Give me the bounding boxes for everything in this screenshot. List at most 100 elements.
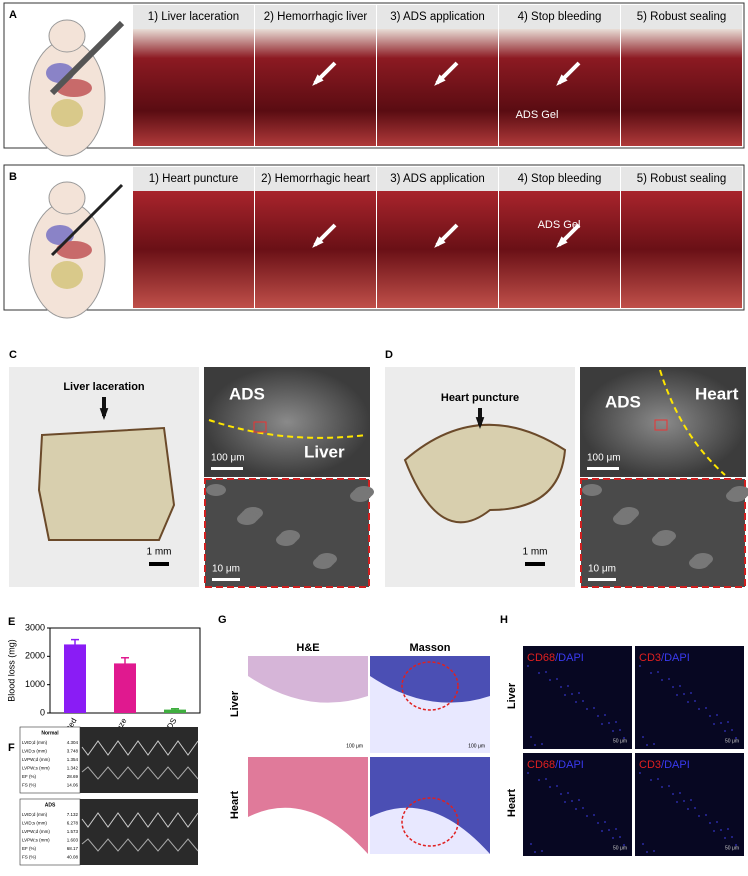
nucleus [593, 707, 595, 709]
row-label: Liver [506, 682, 518, 709]
nucleus [661, 786, 663, 788]
nucleus [601, 830, 603, 832]
nucleus [709, 822, 711, 824]
nucleus [527, 665, 529, 667]
nucleus [676, 694, 678, 696]
stain-label: /DAPI [555, 652, 584, 664]
texture [582, 484, 602, 496]
sem-label: Heart [695, 384, 739, 403]
nucleus [582, 807, 584, 809]
organ [56, 241, 92, 259]
step-photo [377, 191, 498, 308]
panel-letter: B [9, 171, 17, 183]
step-header [499, 5, 620, 29]
step-label: 3) ADS application [390, 173, 485, 185]
step-header [255, 167, 376, 191]
nucleus [623, 844, 625, 846]
histology-texture [370, 656, 490, 703]
nucleus [716, 821, 718, 823]
nucleus [619, 836, 621, 838]
echo-trace [81, 838, 199, 852]
mouse-head [48, 19, 86, 53]
step-photo [499, 29, 620, 146]
scale-label: 10 μm [212, 564, 240, 575]
nucleus [639, 665, 641, 667]
nucleus [597, 822, 599, 824]
nucleus [556, 785, 558, 787]
nucleus [615, 721, 617, 723]
row-label: LVPW;s (mm) [22, 838, 50, 843]
step-photo [255, 29, 376, 146]
panel-letter: E [8, 616, 15, 628]
y-tick-label: 2000 [25, 651, 45, 661]
nucleus [724, 730, 726, 732]
gel-annotation: ADS Gel [538, 219, 581, 231]
nucleus [601, 723, 603, 725]
nucleus [735, 844, 737, 846]
scale-label: 100 μm [587, 453, 621, 464]
sem-label: ADS [229, 384, 265, 403]
nucleus [560, 686, 562, 688]
bar [64, 644, 86, 713]
step-photo [621, 29, 742, 146]
nucleus [586, 815, 588, 817]
stain-label: CD68/DAPI [527, 652, 584, 664]
nucleus [657, 778, 659, 780]
nucleus [672, 793, 674, 795]
nucleus [578, 799, 580, 801]
nucleus [642, 843, 644, 845]
y-axis-label: Blood loss (mg) [6, 639, 16, 702]
echo-trace [81, 740, 199, 756]
nucleus [578, 692, 580, 694]
marker-label: CD68 [527, 652, 555, 664]
nucleus [698, 708, 700, 710]
step-label: 1) Liver laceration [148, 11, 239, 23]
nucleus [713, 830, 715, 832]
texture [350, 490, 370, 502]
nucleus [642, 736, 644, 738]
nucleus [571, 693, 573, 695]
nucleus [690, 799, 692, 801]
histology-texture [248, 656, 368, 703]
nucleus [687, 701, 689, 703]
row-value: 1.603 [67, 838, 79, 843]
nucleus [604, 821, 606, 823]
texture [689, 557, 709, 569]
row-label: EF (%) [22, 846, 37, 851]
sem-photo [580, 367, 746, 477]
nucleus [541, 850, 543, 852]
nucleus [608, 722, 610, 724]
nucleus [653, 743, 655, 745]
nucleus [731, 836, 733, 838]
scale-bar [588, 578, 616, 581]
nucleus [567, 792, 569, 794]
step-photo [499, 191, 620, 308]
scale-bar [212, 578, 240, 581]
stain-label: /DAPI [555, 759, 584, 771]
scale-label: 50 μm [725, 738, 739, 744]
marker-label: CD68 [527, 759, 555, 771]
nucleus [668, 678, 670, 680]
panel-letter: F [8, 742, 15, 754]
nucleus [530, 843, 532, 845]
stain-label: /DAPI [661, 759, 690, 771]
nucleus [615, 828, 617, 830]
fluorescence [523, 646, 632, 749]
step-photo [133, 29, 254, 146]
scale-bar [149, 562, 169, 566]
tissue [37, 426, 176, 541]
bar [164, 709, 186, 713]
nucleus [608, 829, 610, 831]
nucleus [549, 679, 551, 681]
sem-photo [204, 367, 370, 477]
nucleus [571, 800, 573, 802]
step-header [377, 5, 498, 29]
organ [51, 99, 83, 127]
row-label: Liver [229, 690, 241, 717]
nucleus [676, 801, 678, 803]
texture [206, 484, 226, 496]
row-value: 3.748 [67, 749, 79, 754]
texture [613, 513, 633, 525]
nucleus [541, 743, 543, 745]
